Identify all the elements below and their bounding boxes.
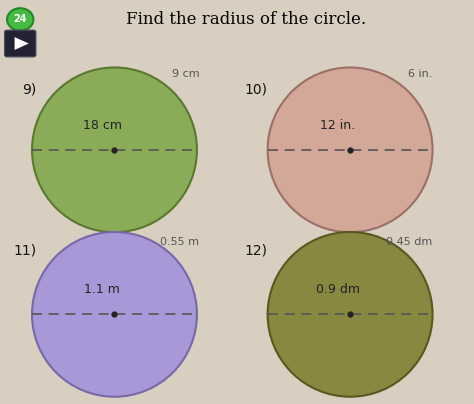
Text: 12): 12) bbox=[245, 243, 268, 257]
Text: 6 in.: 6 in. bbox=[408, 69, 433, 79]
Text: 0.45 dm: 0.45 dm bbox=[386, 237, 433, 247]
Circle shape bbox=[7, 8, 34, 31]
Text: 0.55 m: 0.55 m bbox=[160, 237, 199, 247]
Text: 18 cm: 18 cm bbox=[82, 119, 122, 132]
Text: Find the radius of the circle.: Find the radius of the circle. bbox=[127, 11, 366, 28]
Ellipse shape bbox=[32, 232, 197, 397]
Text: 10): 10) bbox=[245, 83, 268, 97]
Text: 0.9 dm: 0.9 dm bbox=[316, 283, 360, 296]
Text: 11): 11) bbox=[14, 243, 36, 257]
Ellipse shape bbox=[268, 67, 433, 232]
FancyBboxPatch shape bbox=[5, 30, 36, 57]
Text: 9): 9) bbox=[22, 83, 36, 97]
Polygon shape bbox=[15, 37, 29, 50]
Text: 1.1 m: 1.1 m bbox=[84, 283, 120, 296]
Ellipse shape bbox=[268, 232, 433, 397]
Text: 12 in.: 12 in. bbox=[320, 119, 356, 132]
Text: 24: 24 bbox=[13, 15, 27, 25]
Text: 9 cm: 9 cm bbox=[172, 69, 199, 79]
Ellipse shape bbox=[32, 67, 197, 232]
